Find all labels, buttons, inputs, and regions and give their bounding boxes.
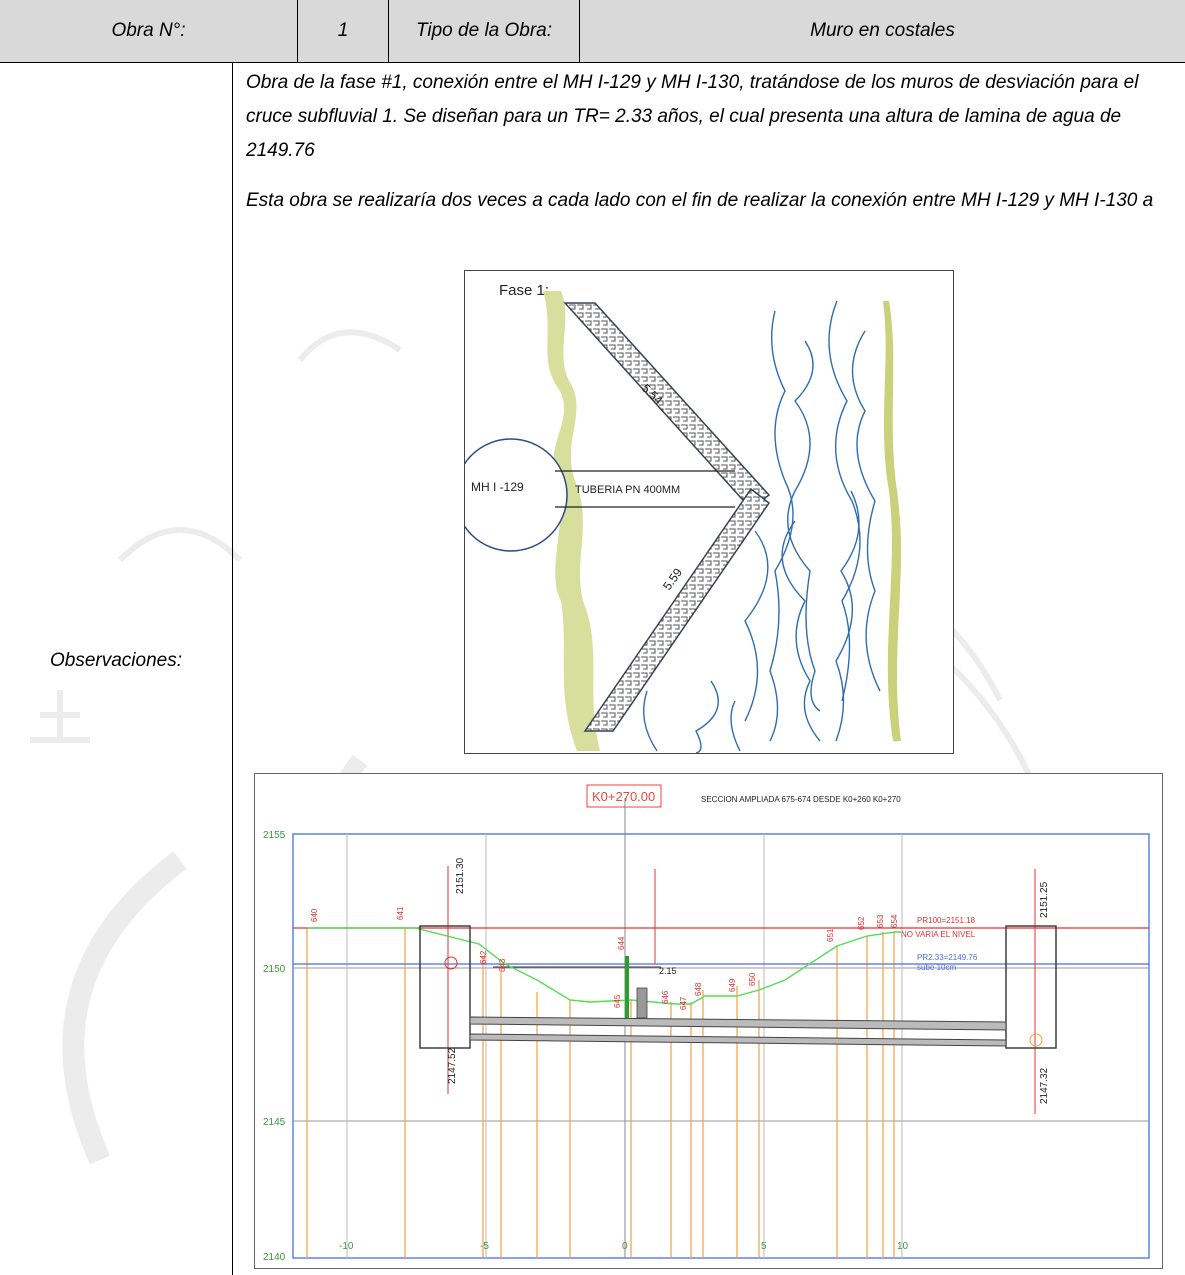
point-label: 644	[617, 936, 626, 950]
dim-right-top: 2151.25	[1039, 881, 1050, 918]
cross-section-figure: K0+270.00 SECCION AMPLIADA 675-674 DESDE…	[254, 773, 1163, 1269]
point-label: 648	[694, 982, 703, 996]
dim-left-bottom: 2147.52	[447, 1047, 458, 1084]
header-divider	[579, 0, 580, 62]
left-riverbank	[543, 291, 600, 751]
wall-post	[625, 956, 629, 1018]
y-tick: 2145	[263, 1117, 286, 1128]
header-row: Obra N°: 1 Tipo de la Obra: Muro en cost…	[0, 0, 1185, 63]
header-divider	[388, 0, 389, 62]
manhole-right	[1005, 925, 1057, 1049]
pipe-lower	[469, 1033, 1007, 1047]
upper-diversion-wall	[563, 302, 771, 511]
river-flow-lines	[642, 300, 881, 753]
y-tick: 2140	[263, 1252, 286, 1263]
pr100-label: PR100=2151.18	[917, 916, 976, 925]
paragraph-description: Obra de la fase #1, conexión entre el MH…	[246, 72, 1139, 161]
lower-diversion-wall	[583, 487, 771, 732]
manhole-marker	[444, 956, 458, 970]
x-tick: 10	[897, 1241, 909, 1252]
point-label: 650	[748, 972, 757, 986]
point-label: 651	[826, 928, 835, 942]
lower-wall-length: 5.59	[660, 565, 685, 592]
plot-frame	[292, 833, 1150, 1259]
terrain-profile	[307, 927, 901, 1005]
obra-number: 1	[337, 20, 349, 41]
point-label: 654	[890, 914, 899, 928]
dim-right-bottom: 2147.32	[1039, 1067, 1050, 1104]
x-tick: 5	[761, 1241, 767, 1252]
observaciones-label: Observaciones:	[49, 650, 182, 671]
paragraph-note: Esta obra se realizaría dos veces a cada…	[246, 190, 1154, 211]
point-label: 653	[876, 914, 885, 928]
right-riverbank	[883, 301, 901, 741]
point-label: 649	[728, 978, 737, 992]
point-label: 647	[679, 996, 688, 1010]
tipo-value: Muro en costales	[810, 20, 955, 41]
manhole-left	[419, 925, 471, 1049]
station-label: K0+270.00	[592, 789, 655, 804]
pr233-label: PR2.33=2149.76	[917, 953, 978, 962]
pipe-label: TUBERIA PN 400MM	[575, 484, 680, 496]
point-label: 645	[613, 994, 622, 1008]
x-tick: -10	[339, 1241, 354, 1252]
phase1-title: Fase 1:	[499, 282, 549, 299]
point-label: 643	[498, 958, 507, 972]
dim-left-top: 2151.30	[455, 857, 466, 894]
x-tick: 0	[622, 1241, 628, 1252]
dim-center: 2.15	[659, 966, 677, 976]
point-label: 641	[396, 906, 405, 920]
point-label: 640	[310, 908, 319, 922]
phase1-plan-figure: Fase 1: 5.54 5.59 MH I -129 TUBERIA PN 4…	[464, 270, 954, 754]
no-varia-label: NO VARIA EL NIVEL	[901, 930, 976, 939]
station-box	[586, 784, 662, 808]
y-tick: 2150	[263, 964, 286, 975]
sube-label: sube 10cm	[917, 963, 956, 972]
station-lines	[306, 928, 895, 1258]
obra-label: Obra N°:	[111, 20, 186, 41]
pipe-upper	[469, 1016, 1007, 1031]
tipo-label: Tipo de la Obra:	[415, 20, 553, 41]
header-divider	[297, 0, 298, 62]
manhole-circle	[465, 438, 568, 552]
point-label: 642	[479, 950, 488, 964]
column-divider	[232, 62, 233, 1275]
manhole-label: MH I -129	[471, 480, 524, 494]
section-title: SECCION AMPLIADA 675-674 DESDE K0+260 K0…	[701, 795, 901, 804]
x-tick: -5	[480, 1241, 489, 1252]
point-label: 646	[661, 990, 670, 1004]
y-tick: 2155	[263, 830, 286, 841]
point-label: 652	[857, 916, 866, 930]
sandbag-stack	[636, 987, 648, 1019]
manhole-marker	[1029, 1033, 1043, 1047]
